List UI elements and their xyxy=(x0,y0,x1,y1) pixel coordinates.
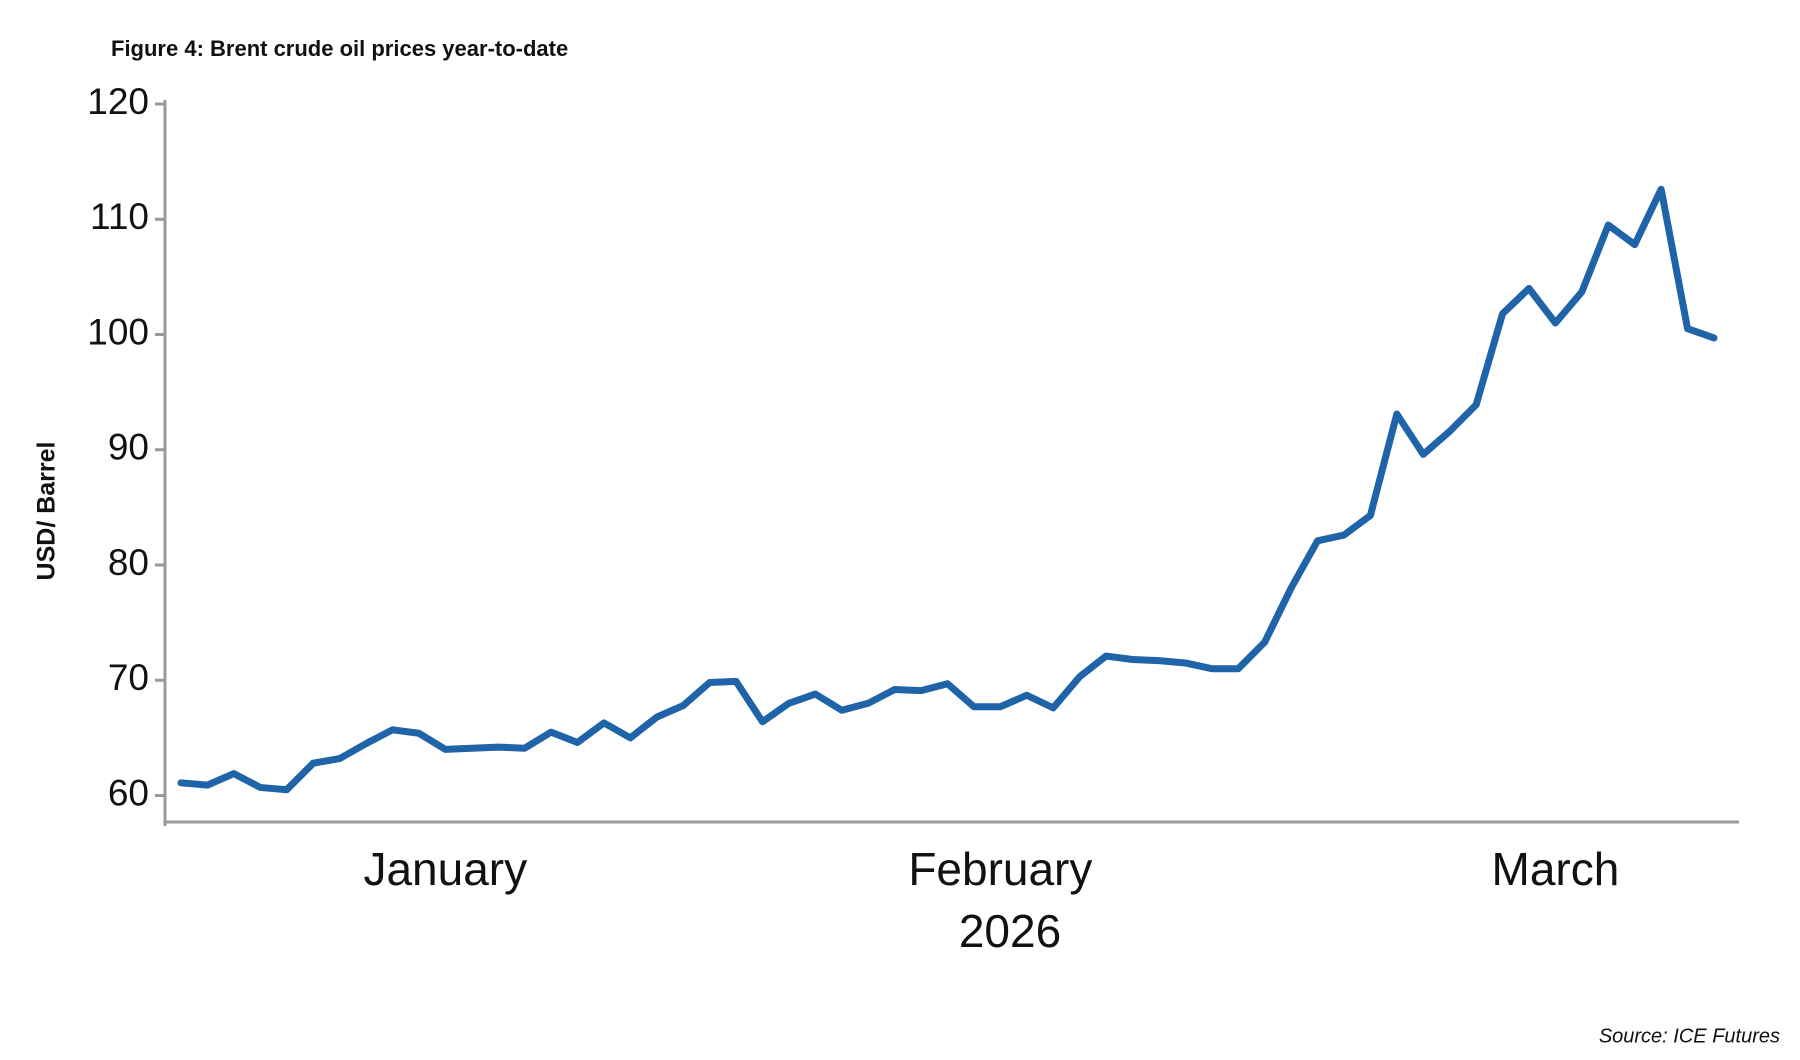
y-tick-label: 110 xyxy=(90,196,149,237)
y-tick-label: 80 xyxy=(108,542,149,583)
y-tick-label: 100 xyxy=(87,311,149,352)
y-tick-label: 60 xyxy=(108,772,149,813)
x-axis-label: 2026 xyxy=(959,905,1061,957)
y-axis-label: USD/ Barrel xyxy=(33,442,61,581)
y-tick-label: 120 xyxy=(87,81,149,122)
series-line xyxy=(177,185,1718,794)
source-note: Source: ICE Futures xyxy=(1599,1025,1780,1047)
x-tick-label: February xyxy=(908,843,1092,895)
y-tick-label: 90 xyxy=(108,427,149,468)
x-tick-label: January xyxy=(363,843,527,895)
chart-title: Figure 4: Brent crude oil prices year-to… xyxy=(111,36,568,61)
x-tick-label: March xyxy=(1492,843,1620,895)
y-tick-label: 70 xyxy=(108,657,149,698)
